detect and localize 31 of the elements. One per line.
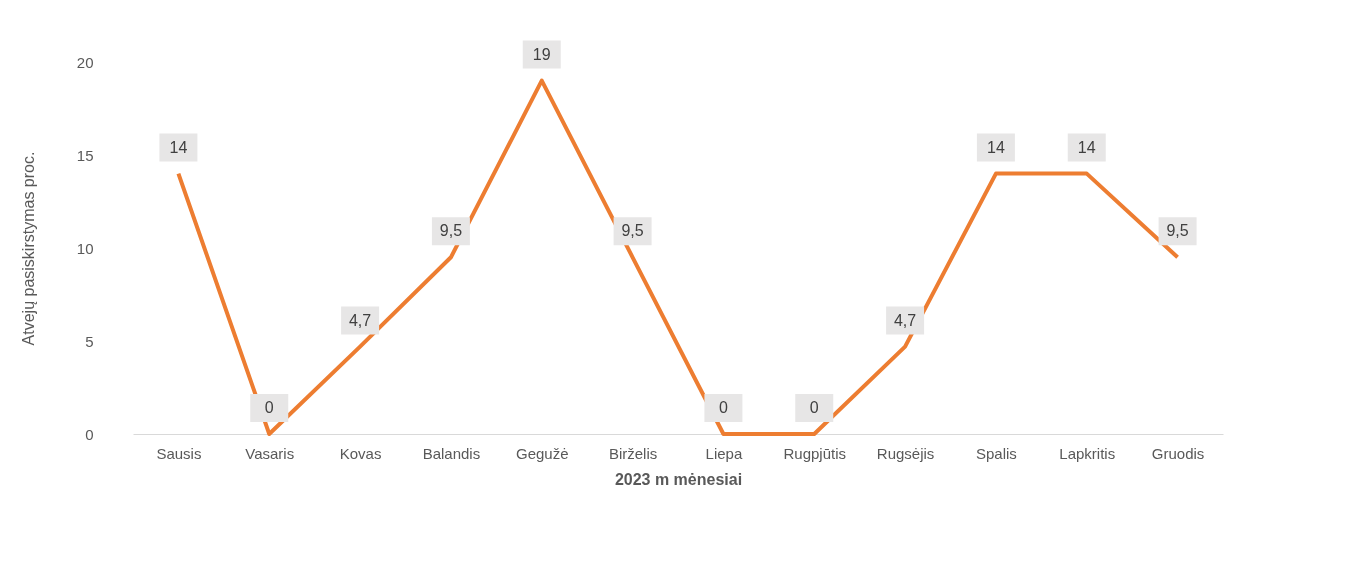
x-axis-title: 2023 m mėnesiai [614,470,743,488]
data-label: 14 [987,138,1005,156]
x-tick-label: Spalis [975,444,1017,462]
y-tick-label: 0 [85,425,94,443]
x-tick-label: Gegužė [515,444,569,462]
x-tick-label: Rugsėjis [876,444,935,462]
x-tick-label: Kovas [339,444,382,462]
data-label: 9,5 [621,222,644,240]
x-tick-label: Rugpjūtis [783,444,847,462]
data-label: 9,5 [1166,222,1189,240]
x-tick-label: Gruodis [1151,444,1205,462]
data-label: 0 [809,399,819,416]
y-tick-label: 10 [76,239,94,257]
x-tick-label: Balandis [422,444,481,462]
y-tick-label: 5 [85,332,94,350]
y-tick-label: 15 [76,146,94,164]
y-tick-label: 20 [76,53,94,71]
x-tick-label: Birželis [608,444,658,462]
data-label: 9,5 [439,222,463,240]
x-tick-label: Vasaris [245,444,295,462]
data-label: 0 [718,399,728,416]
x-tick-label: Liepa [705,444,743,462]
data-label: 14 [1077,138,1096,156]
data-label: 14 [169,138,188,156]
data-label: 4,7 [893,311,917,329]
y-axis-title: Atvejų pasiskirstymas proc. [19,151,37,346]
data-label: 4,7 [348,311,372,329]
x-tick-label: Sausis [156,444,202,462]
data-label: 19 [532,45,551,63]
x-tick-label: Lapkritis [1059,444,1116,462]
data-label: 0 [264,399,274,416]
